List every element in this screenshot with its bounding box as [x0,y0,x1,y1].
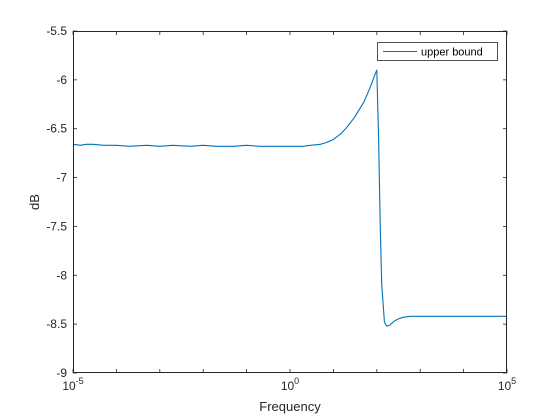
x-tick-label: 105 [498,376,516,393]
y-axis-label: dB [27,194,42,210]
y-tick-label: -7.5 [46,219,67,233]
legend-entry-label: upper bound [421,47,483,59]
y-tick-label: -9 [56,366,67,380]
x-tick-label: 10-5 [62,376,83,393]
x-tick-label: 100 [281,376,299,393]
y-tick-label: -8.5 [46,317,67,331]
legend-box [377,42,498,61]
y-tick-label: -7 [56,171,67,185]
series-layer [72,69,507,327]
y-tick-label: -6.5 [46,122,67,136]
x-axis-label: Frequency [259,399,321,414]
y-tick-label: -8 [56,268,67,282]
plot-area [73,31,507,373]
series-line-0 [72,69,507,327]
legend: upper bound [377,42,498,61]
y-tick-label: -5.5 [46,24,67,38]
y-axis-ticks: -5.5 -6 -6.5 -7 -7.5 -8 -8.5 -9 [46,24,507,380]
y-tick-label: -6 [56,73,67,87]
axes-box [73,31,507,373]
